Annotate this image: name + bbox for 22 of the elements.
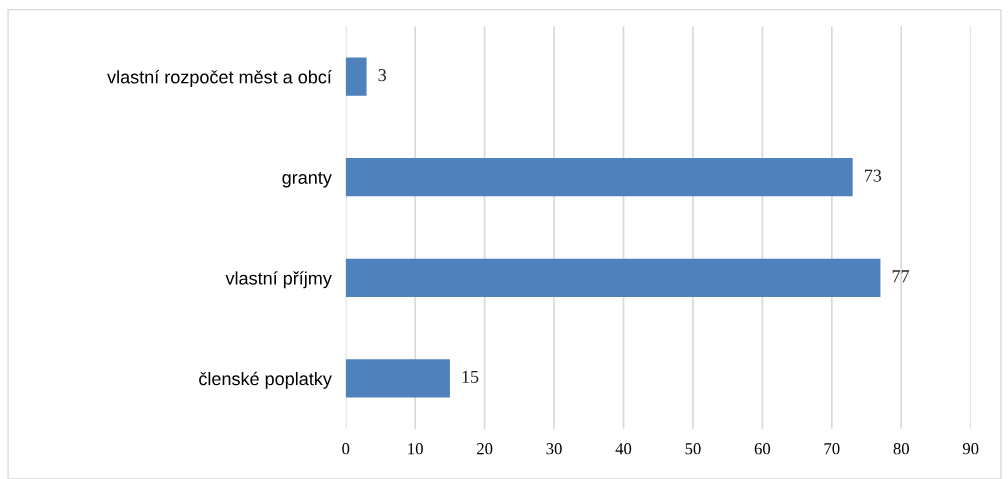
data-label: 15 <box>462 370 479 383</box>
x-tick-label: 90 <box>962 443 979 455</box>
bar <box>345 158 853 197</box>
x-tick-label: 50 <box>685 443 701 455</box>
bar <box>345 359 450 398</box>
y-tick-label: členské poplatky <box>199 371 332 389</box>
data-label: 77 <box>892 270 910 283</box>
y-tick-label: vlastní rozpočet měst a obcí <box>107 69 332 88</box>
bar <box>345 57 367 96</box>
x-tick-label: 30 <box>546 443 562 455</box>
data-label: 3 <box>378 69 387 82</box>
bar <box>345 258 881 297</box>
x-tick-label: 70 <box>824 443 840 455</box>
x-tick-label: 60 <box>754 443 771 455</box>
y-tick-label: granty <box>282 172 332 188</box>
x-tick-label: 40 <box>615 443 632 455</box>
x-tick-label: 80 <box>893 443 909 455</box>
y-tick-label: vlastní příjmy <box>225 271 332 289</box>
x-tick-label: 10 <box>408 443 423 455</box>
x-tick-label: 0 <box>342 443 350 455</box>
x-tick-label: 20 <box>477 443 493 455</box>
data-label: 73 <box>864 169 882 182</box>
